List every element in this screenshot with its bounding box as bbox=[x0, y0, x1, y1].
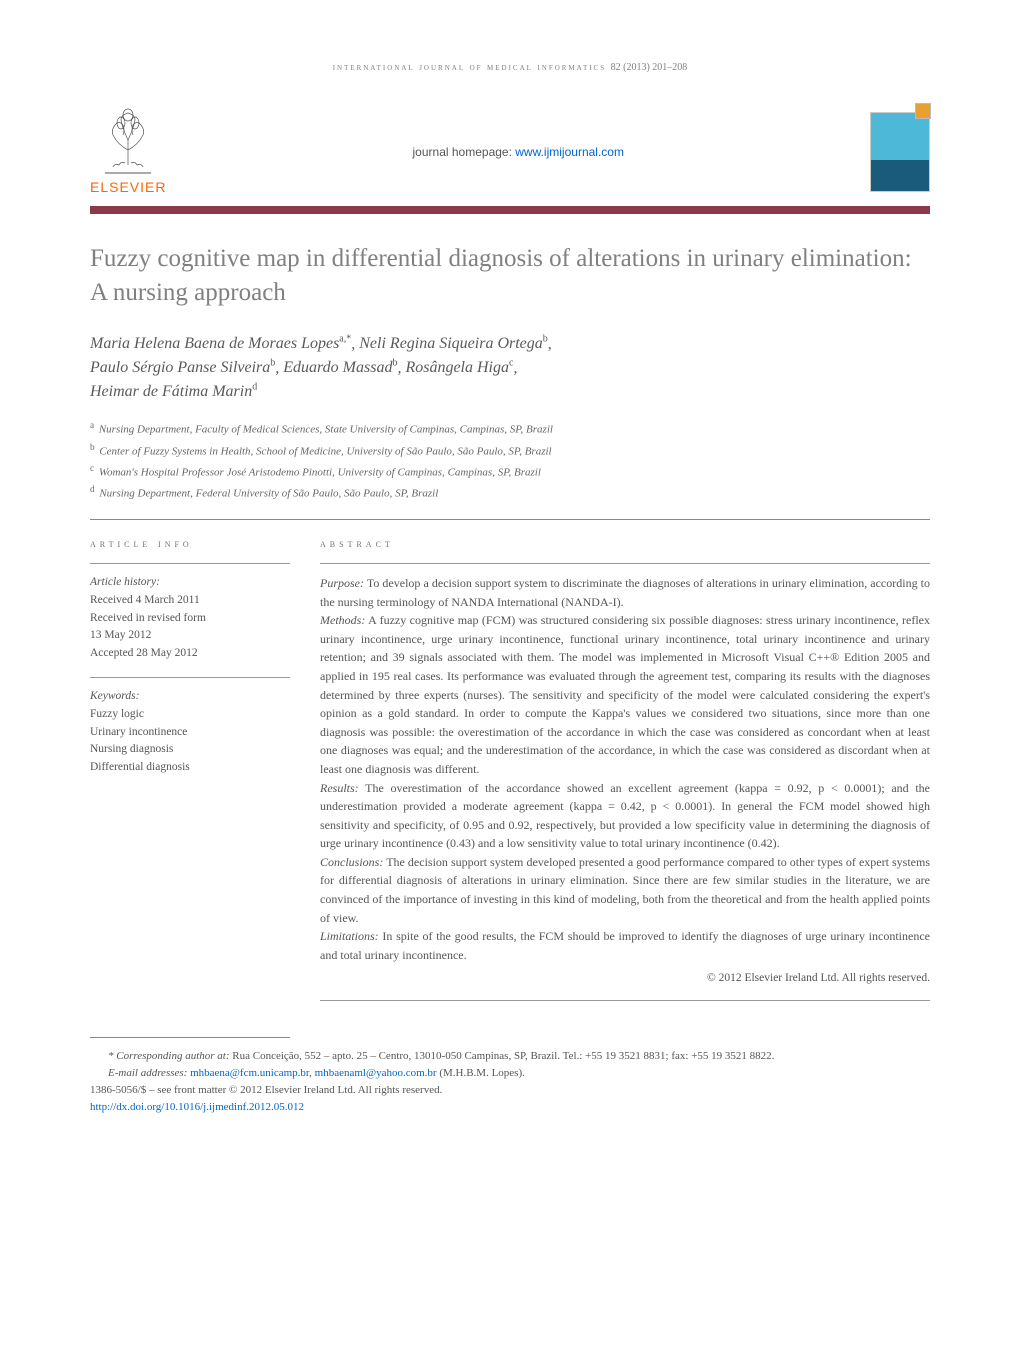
author: Eduardo Massadb bbox=[283, 359, 397, 376]
copyright-line: © 2012 Elsevier Ireland Ltd. All rights … bbox=[320, 970, 930, 988]
issn-line: 1386-5056/$ – see front matter © 2012 El… bbox=[90, 1082, 930, 1099]
rule bbox=[90, 519, 930, 520]
article-history: Article history: Received 4 March 2011 R… bbox=[90, 574, 290, 663]
email-attribution: (M.H.B.M. Lopes). bbox=[437, 1067, 525, 1079]
author: Heimar de Fátima Marind bbox=[90, 383, 257, 400]
abstract-body: Purpose: To develop a decision support s… bbox=[320, 574, 930, 988]
methods-label: Methods: bbox=[320, 613, 365, 627]
elsevier-label: ELSEVIER bbox=[90, 177, 166, 198]
color-rule bbox=[90, 206, 930, 214]
purpose-label: Purpose: bbox=[320, 576, 364, 590]
running-header: international journal of medical informa… bbox=[90, 60, 930, 75]
purpose-text: To develop a decision support system to … bbox=[320, 576, 930, 609]
author: Rosângela Higac bbox=[405, 359, 513, 376]
journal-name: international journal of medical informa… bbox=[333, 62, 606, 73]
abstract-label: abstract bbox=[320, 536, 930, 553]
rule bbox=[90, 677, 290, 678]
keywords-block: Keywords: Fuzzy logic Urinary incontinen… bbox=[90, 688, 290, 777]
author-list: Maria Helena Baena de Moraes Lopesa,*, N… bbox=[90, 332, 930, 405]
keyword: Fuzzy logic bbox=[90, 706, 290, 724]
affiliation: a Nursing Department, Faculty of Medical… bbox=[90, 418, 930, 439]
received-date: Received 4 March 2011 bbox=[90, 592, 290, 610]
doi-link[interactable]: http://dx.doi.org/10.1016/j.ijmedinf.201… bbox=[90, 1101, 304, 1113]
footer-block: * Corresponding author at: Rua Conceição… bbox=[90, 1048, 930, 1116]
corresponding-text: Rua Conceição, 552 – apto. 25 – Centro, … bbox=[232, 1050, 774, 1062]
author: Maria Helena Baena de Moraes Lopesa,* bbox=[90, 335, 351, 352]
results-label: Results: bbox=[320, 781, 359, 795]
revised-line1: Received in revised form bbox=[90, 610, 290, 628]
methods-text: A fuzzy cognitive map (FCM) was structur… bbox=[320, 613, 930, 776]
accepted-date: Accepted 28 May 2012 bbox=[90, 645, 290, 663]
homepage-link[interactable]: www.ijmijournal.com bbox=[515, 145, 624, 159]
conclusions-label: Conclusions: bbox=[320, 855, 383, 869]
keywords-label: Keywords: bbox=[90, 688, 290, 706]
author: Neli Regina Siqueira Ortegab bbox=[359, 335, 548, 352]
keyword: Differential diagnosis bbox=[90, 759, 290, 777]
revised-line2: 13 May 2012 bbox=[90, 627, 290, 645]
affiliation: d Nursing Department, Federal University… bbox=[90, 482, 930, 503]
homepage-line: journal homepage: www.ijmijournal.com bbox=[413, 143, 624, 161]
author: Paulo Sérgio Panse Silveirab bbox=[90, 359, 275, 376]
limitations-label: Limitations: bbox=[320, 929, 379, 943]
journal-cover-thumbnail bbox=[870, 112, 930, 192]
email-label: E-mail addresses: bbox=[108, 1067, 187, 1079]
header-bar: ELSEVIER journal homepage: www.ijmijourn… bbox=[90, 105, 930, 198]
elsevier-logo: ELSEVIER bbox=[90, 105, 166, 198]
footer-rule bbox=[90, 1037, 290, 1038]
rule bbox=[320, 1000, 930, 1001]
corresponding-label: * Corresponding author at: bbox=[108, 1050, 230, 1062]
keyword: Urinary incontinence bbox=[90, 724, 290, 742]
email-link-2[interactable]: mhbaenaml@yahoo.com.br bbox=[315, 1067, 437, 1079]
article-title: Fuzzy cognitive map in differential diag… bbox=[90, 242, 930, 310]
vol-page: 82 (2013) 201–208 bbox=[611, 62, 688, 73]
keyword: Nursing diagnosis bbox=[90, 741, 290, 759]
history-label: Article history: bbox=[90, 574, 290, 592]
limitations-text: In spite of the good results, the FCM sh… bbox=[320, 929, 930, 962]
results-text: The overestimation of the accordance sho… bbox=[320, 781, 930, 851]
email-link-1[interactable]: mhbaena@fcm.unicamp.br bbox=[190, 1067, 309, 1079]
rule bbox=[320, 563, 930, 564]
affiliations: a Nursing Department, Faculty of Medical… bbox=[90, 418, 930, 503]
conclusions-text: The decision support system developed pr… bbox=[320, 855, 930, 925]
elsevier-tree-icon bbox=[93, 105, 163, 175]
rule bbox=[90, 563, 290, 564]
affiliation: b Center of Fuzzy Systems in Health, Sch… bbox=[90, 440, 930, 461]
affiliation: c Woman's Hospital Professor José Aristo… bbox=[90, 461, 930, 482]
article-info-label: article info bbox=[90, 536, 290, 553]
homepage-prefix: journal homepage: bbox=[413, 145, 516, 159]
